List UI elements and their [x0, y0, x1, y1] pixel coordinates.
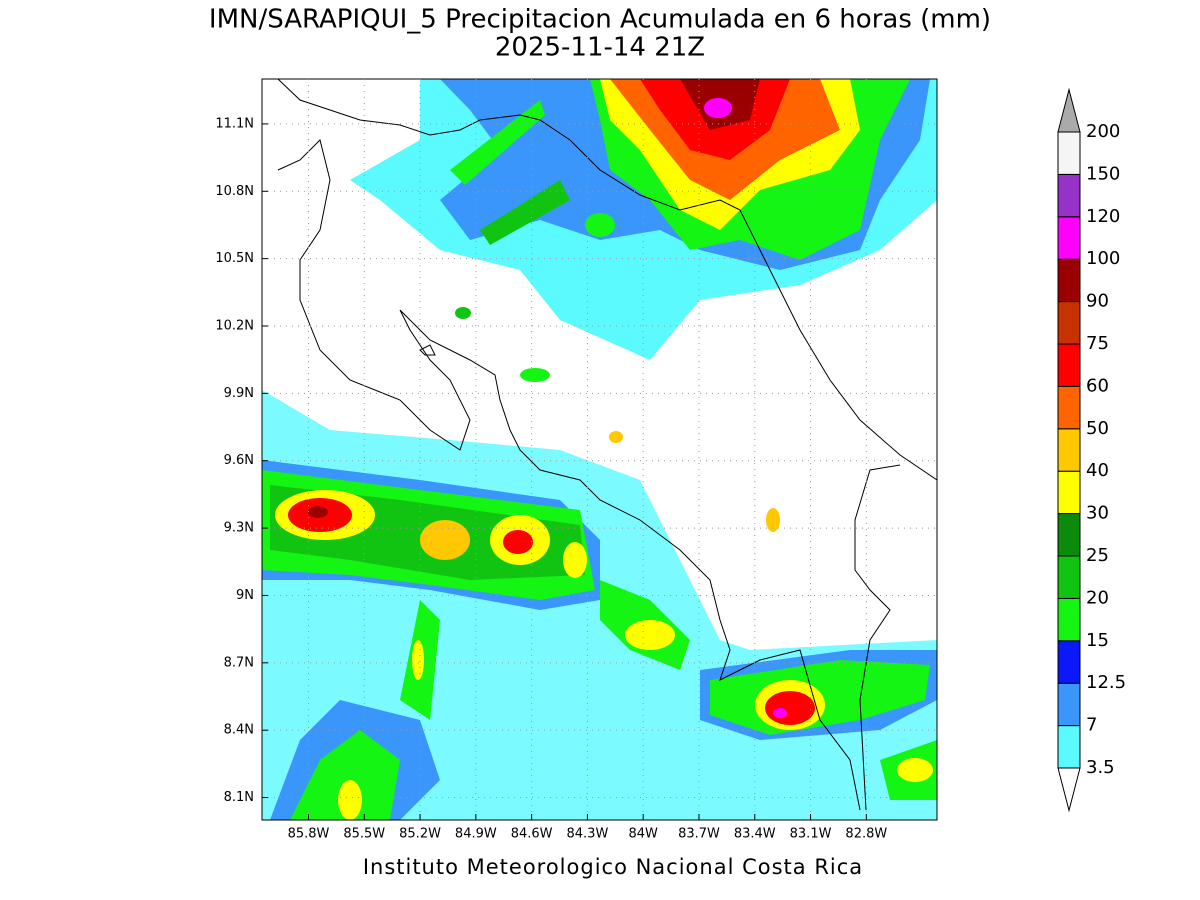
colorbar-label: 50: [1086, 418, 1109, 439]
colorbar-swatch: [1057, 682, 1081, 727]
colorbar-below: [1057, 767, 1081, 813]
x-tick-label: 84.6W: [511, 827, 553, 842]
x-tick-label: 84W: [628, 827, 658, 842]
y-tick-label: 8.1N: [224, 790, 254, 805]
colorbar-label: 75: [1086, 333, 1109, 354]
colorbar-swatch: [1057, 385, 1081, 430]
colorbar-label: 7: [1086, 715, 1097, 736]
x-tick-label: 83.1W: [790, 827, 832, 842]
colorbar-swatch: [1057, 513, 1081, 557]
y-tick-label: 9.6N: [224, 453, 254, 468]
plot-frame: [261, 78, 938, 821]
colorbar-label: 60: [1086, 375, 1109, 396]
colorbar-swatch: [1057, 131, 1081, 175]
y-tick-label: 11.1N: [215, 116, 254, 131]
footer: Instituto Meteorologico Nacional Costa R…: [363, 855, 863, 879]
colorbar-label: 150: [1086, 163, 1120, 184]
y-tick-label: 9N: [236, 588, 254, 603]
y-tick-label: 10.5N: [215, 251, 254, 266]
x-tick-label: 85.5W: [343, 827, 385, 842]
y-tick-label: 10.2N: [215, 319, 254, 334]
colorbar-swatch: [1057, 555, 1081, 599]
precipitation-field: [262, 79, 937, 820]
coastlines: [277, 79, 937, 811]
colorbar-swatch: [1057, 216, 1081, 260]
y-tick-label: 8.7N: [224, 655, 254, 670]
y-tick-label: 9.9N: [224, 386, 254, 401]
colorbar-swatch: [1057, 428, 1081, 472]
colorbar-label: 90: [1086, 291, 1109, 312]
colorbar-label: 12.5: [1086, 672, 1126, 693]
colorbar-swatch: [1057, 343, 1081, 387]
colorbar-swatch: [1057, 301, 1081, 345]
colorbar-swatch: [1057, 597, 1081, 642]
y-tick-label: 9.3N: [224, 521, 254, 536]
colorbar-label: 120: [1086, 206, 1120, 227]
colorbar-swatch: [1057, 173, 1081, 218]
x-tick-label: 85.2W: [399, 827, 441, 842]
colorbar-label: 20: [1086, 587, 1109, 608]
colorbar-swatch: [1057, 640, 1081, 684]
x-tick-label: 84.9W: [455, 827, 497, 842]
colorbar-label: 200: [1086, 121, 1120, 142]
title: IMN/SARAPIQUI_5 Precipitacion Acumulada …: [209, 5, 991, 35]
y-tick-label: 10.8N: [215, 184, 254, 199]
colorbar-label: 40: [1086, 460, 1109, 481]
colorbar-swatch: [1057, 470, 1081, 515]
colorbar-swatch: [1057, 258, 1081, 303]
subtitle: 2025-11-14 21Z: [495, 33, 705, 63]
colorbar-swatch: [1057, 725, 1081, 769]
x-tick-label: 84.3W: [567, 827, 609, 842]
x-tick-label: 85.8W: [288, 827, 330, 842]
colorbar-label: 25: [1086, 545, 1109, 566]
x-tick-label: 83.7W: [678, 827, 720, 842]
colorbar-above: [1057, 87, 1081, 133]
x-tick-label: 82.8W: [845, 827, 887, 842]
colorbar-label: 100: [1086, 248, 1120, 269]
colorbar-label: 30: [1086, 503, 1109, 524]
colorbar-label: 3.5: [1086, 757, 1115, 778]
x-tick-label: 83.4W: [734, 827, 776, 842]
colorbar-label: 15: [1086, 630, 1109, 651]
y-tick-label: 8.4N: [224, 723, 254, 738]
